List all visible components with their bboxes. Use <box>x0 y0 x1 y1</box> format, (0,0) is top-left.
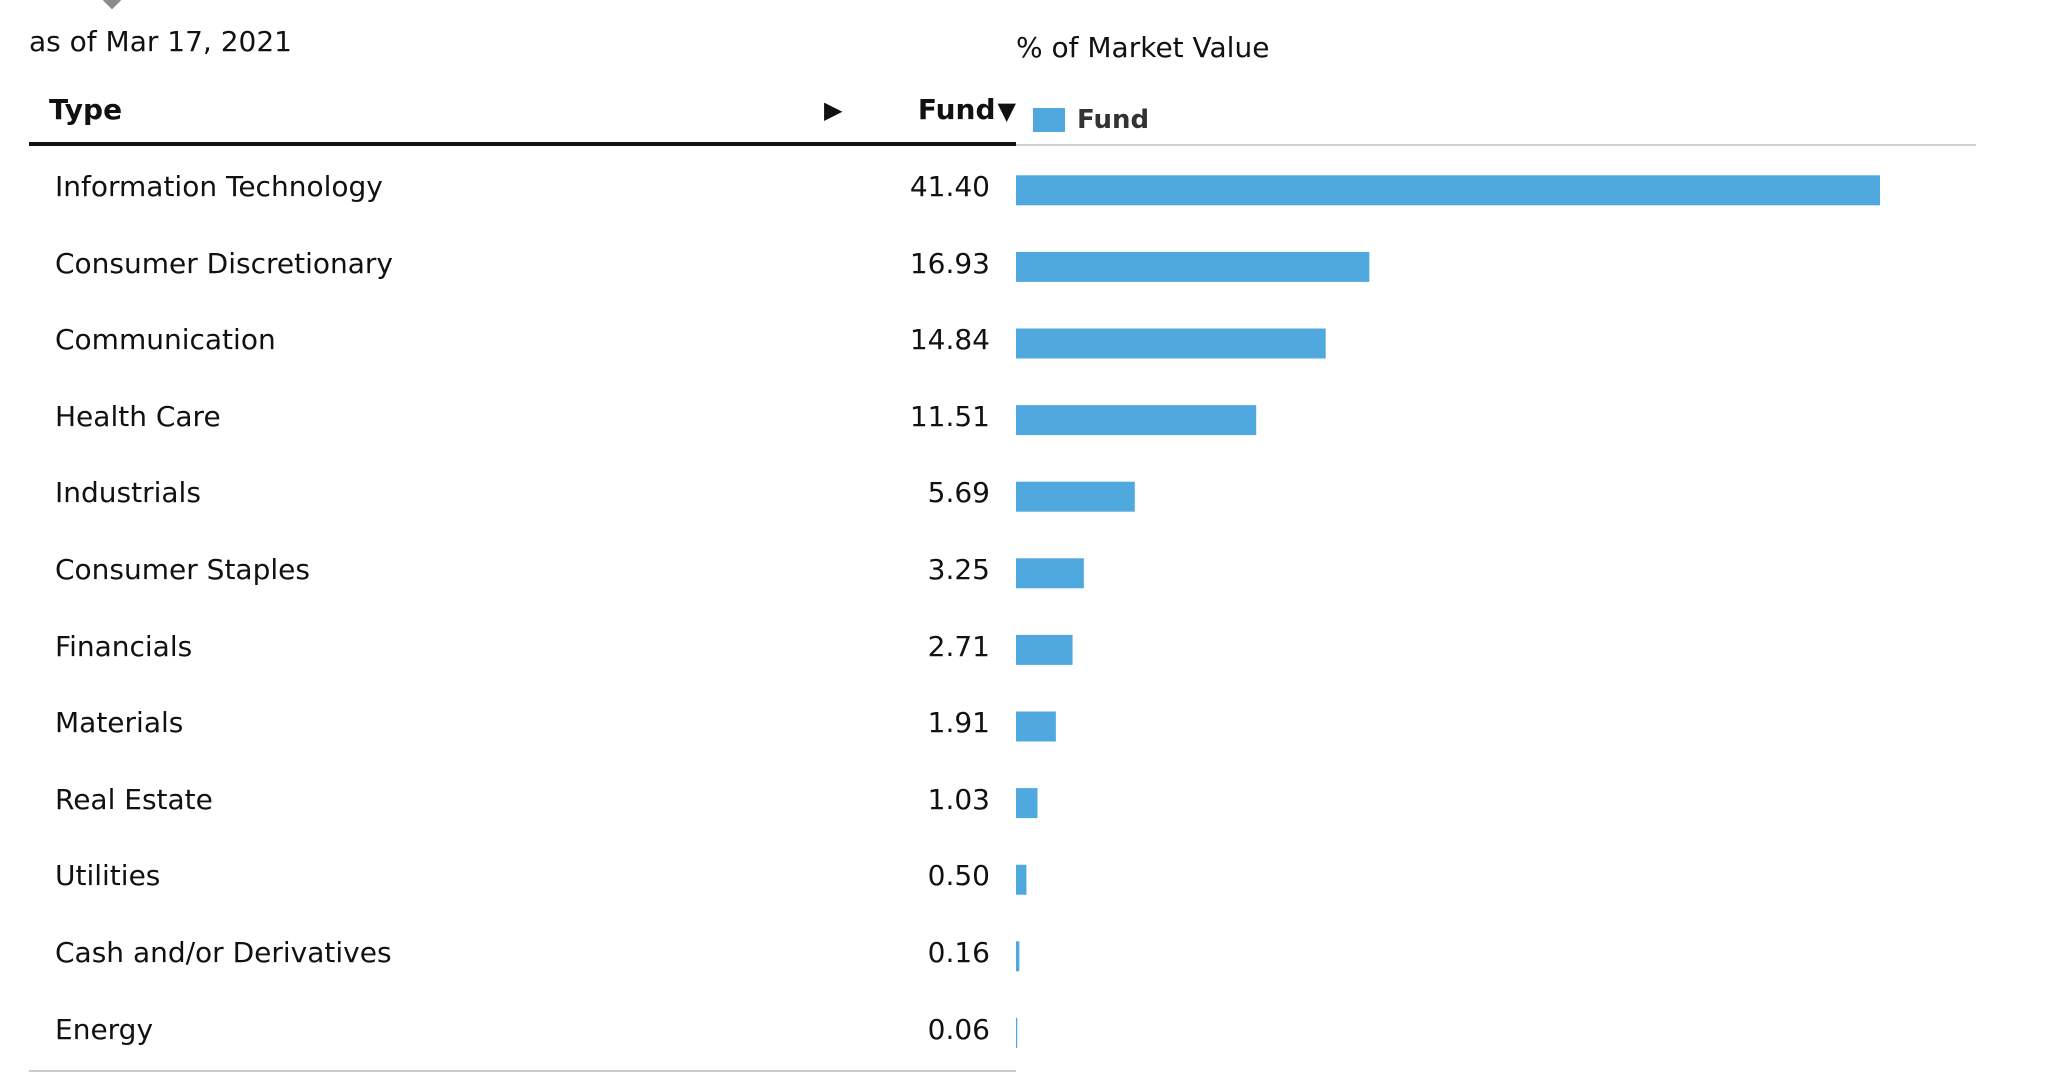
bar[interactable] <box>1016 711 1056 742</box>
bar[interactable] <box>1016 405 1257 436</box>
sort-descending-icon: ▼ <box>997 97 1016 125</box>
fund-value: 0.50 <box>927 859 990 893</box>
sector-name: Financials <box>55 629 193 663</box>
sector-name: Communication <box>55 323 276 357</box>
table-row: Real Estate 1.03 <box>29 765 1016 842</box>
sector-name: Information Technology <box>55 170 383 203</box>
sector-name: Materials <box>55 706 184 740</box>
fund-value: 1.91 <box>927 706 990 740</box>
fund-value: 16.93 <box>909 246 990 280</box>
fund-value: 0.16 <box>927 935 990 969</box>
expand-right-icon[interactable]: ▶ <box>824 96 843 124</box>
fund-value: 3.25 <box>927 552 990 586</box>
table-row: Utilities 0.50 <box>29 841 1016 918</box>
table-row: Health Care 11.51 <box>29 382 1016 459</box>
dropdown-caret-icon <box>100 0 124 10</box>
bar[interactable] <box>1016 864 1027 895</box>
sector-name: Cash and/or Derivatives <box>55 935 392 969</box>
sector-name: Consumer Discretionary <box>55 246 393 280</box>
bar[interactable] <box>1016 788 1038 819</box>
type-column-header[interactable]: Type <box>49 93 123 126</box>
bar[interactable] <box>1016 941 1020 972</box>
sector-name: Real Estate <box>55 782 213 816</box>
bar[interactable] <box>1016 1017 1018 1048</box>
table-row: Industrials 5.69 <box>29 458 1016 535</box>
sector-name: Consumer Staples <box>55 552 310 586</box>
bar[interactable] <box>1016 251 1370 282</box>
fund-value: 41.40 <box>909 170 990 203</box>
bar[interactable] <box>1016 634 1073 665</box>
table-body: Information Technology 41.40 Consumer Disc… <box>29 152 1016 1071</box>
legend-swatch-fund <box>1033 108 1065 132</box>
sector-name: Industrials <box>55 476 201 510</box>
as-of-date: as of Mar 17, 2021 <box>29 25 292 58</box>
table-row: Financials 2.71 <box>29 612 1016 689</box>
fund-value: 0.06 <box>927 1012 990 1046</box>
fund-column-header[interactable]: Fund▼ <box>918 92 1016 129</box>
sector-name: Utilities <box>55 859 161 893</box>
legend-label-fund: Fund <box>1077 105 1150 135</box>
bar[interactable] <box>1016 175 1880 206</box>
table-row: Materials 1.91 <box>29 688 1016 765</box>
fund-column-header-label: Fund <box>917 93 996 126</box>
sector-name: Energy <box>55 1012 154 1046</box>
bar[interactable] <box>1016 481 1135 512</box>
table-row: Communication 14.84 <box>29 305 1016 382</box>
bar[interactable] <box>1016 328 1326 359</box>
chart-title: % of Market Value <box>1016 31 1270 64</box>
fund-value: 14.84 <box>909 323 990 357</box>
table-row: Energy 0.06 <box>29 995 1016 1072</box>
table-header: Type ▶ Fund▼ <box>29 86 1016 146</box>
fund-value: 1.03 <box>927 782 990 816</box>
table-row: Consumer Staples 3.25 <box>29 535 1016 612</box>
bar-chart <box>1016 175 1880 1048</box>
table-row: Cash and/or Derivatives 0.16 <box>29 918 1016 995</box>
table-row: Information Technology 41.40 <box>29 152 1016 229</box>
fund-value: 2.71 <box>927 629 990 663</box>
chart-axis-line <box>1016 144 1976 146</box>
table-row: Consumer Discretionary 16.93 <box>29 229 1016 306</box>
bar[interactable] <box>1016 558 1084 589</box>
fund-value: 5.69 <box>927 476 990 510</box>
fund-value: 11.51 <box>909 399 990 433</box>
sector-name: Health Care <box>55 399 221 433</box>
